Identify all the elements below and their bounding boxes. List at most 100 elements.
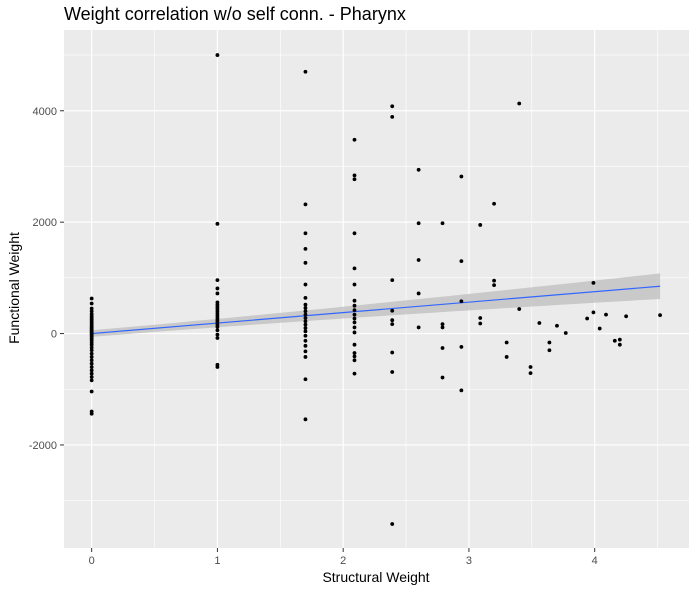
data-point xyxy=(390,350,395,355)
data-point xyxy=(89,301,94,306)
data-point xyxy=(547,340,552,345)
data-point xyxy=(517,101,522,106)
data-point xyxy=(215,291,220,296)
data-point xyxy=(352,282,357,287)
data-point xyxy=(617,342,622,347)
data-point xyxy=(528,365,533,369)
data-point xyxy=(215,328,220,333)
data-point xyxy=(89,351,94,356)
data-point xyxy=(352,312,357,317)
data-point xyxy=(416,325,421,330)
y-tick-label: -2000 xyxy=(29,440,57,452)
data-point xyxy=(303,322,308,327)
data-point xyxy=(492,278,496,283)
data-point xyxy=(390,322,395,326)
x-tick-label: 4 xyxy=(592,555,598,567)
data-point xyxy=(303,343,308,348)
data-point xyxy=(555,323,559,328)
data-point xyxy=(440,346,445,350)
data-point xyxy=(537,321,542,325)
data-point xyxy=(215,365,220,369)
regression-line xyxy=(91,285,661,335)
minor-gridlines xyxy=(64,30,689,548)
data-point xyxy=(617,337,622,342)
data-point xyxy=(352,137,357,142)
data-point xyxy=(303,231,308,236)
data-point xyxy=(303,260,308,265)
data-point xyxy=(89,389,94,394)
y-axis-title: Functional Weight xyxy=(6,232,22,344)
data-point xyxy=(215,278,220,282)
data-point xyxy=(591,280,596,285)
data-point xyxy=(390,114,395,119)
data-point xyxy=(604,312,608,317)
data-point xyxy=(390,522,395,526)
x-tick-label: 1 xyxy=(214,555,220,567)
data-point xyxy=(478,321,483,326)
data-point xyxy=(390,370,395,374)
data-point xyxy=(303,355,308,359)
data-point xyxy=(89,368,94,373)
data-point xyxy=(352,320,357,325)
data-point xyxy=(303,282,308,287)
data-point xyxy=(440,325,445,330)
data-point xyxy=(597,326,602,331)
data-point xyxy=(352,358,357,363)
data-point xyxy=(303,296,308,300)
data-point xyxy=(478,223,483,227)
data-point xyxy=(416,167,421,172)
data-point xyxy=(303,309,308,314)
data-point xyxy=(528,371,533,376)
data-point xyxy=(504,340,509,345)
data-point xyxy=(215,324,220,329)
data-point xyxy=(89,306,94,311)
data-point xyxy=(303,319,308,324)
data-point xyxy=(352,231,357,236)
data-point xyxy=(390,104,395,109)
data-point xyxy=(390,308,395,313)
data-point xyxy=(563,331,568,335)
x-tick-label: 2 xyxy=(340,555,346,567)
data-point xyxy=(352,351,357,355)
data-point xyxy=(612,338,617,343)
data-point xyxy=(459,388,464,393)
data-point xyxy=(352,177,357,182)
data-point xyxy=(303,329,308,334)
data-point xyxy=(303,333,308,338)
data-point xyxy=(303,202,308,207)
data-point xyxy=(416,291,421,296)
data-point xyxy=(89,309,94,314)
data-point xyxy=(624,314,629,319)
data-point xyxy=(517,307,522,311)
data-point xyxy=(459,259,464,264)
data-point xyxy=(492,283,496,288)
data-point xyxy=(303,302,308,307)
data-point xyxy=(504,355,509,359)
chart-title: Weight correlation w/o self conn. - Phar… xyxy=(64,4,406,24)
data-point xyxy=(352,325,357,330)
data-point xyxy=(89,296,94,301)
data-point xyxy=(215,332,220,337)
data-point xyxy=(352,173,357,178)
data-point xyxy=(352,266,357,271)
data-point xyxy=(89,345,94,350)
data-point xyxy=(352,354,357,359)
data-point xyxy=(352,330,357,335)
data-point xyxy=(585,316,590,321)
data-point xyxy=(89,411,94,416)
data-point xyxy=(352,342,357,347)
y-tick-label: 0 xyxy=(51,329,57,341)
data-point xyxy=(492,201,496,206)
data-point xyxy=(352,298,357,303)
data-point xyxy=(303,349,308,354)
data-point xyxy=(303,69,308,74)
data-point xyxy=(89,365,94,369)
data-point xyxy=(303,326,308,330)
data-point xyxy=(215,286,220,291)
data-point xyxy=(89,342,94,347)
data-point xyxy=(89,358,94,363)
data-point xyxy=(215,221,220,226)
data-point xyxy=(547,348,552,353)
data-point xyxy=(658,313,662,318)
x-tick-label: 3 xyxy=(466,555,472,567)
